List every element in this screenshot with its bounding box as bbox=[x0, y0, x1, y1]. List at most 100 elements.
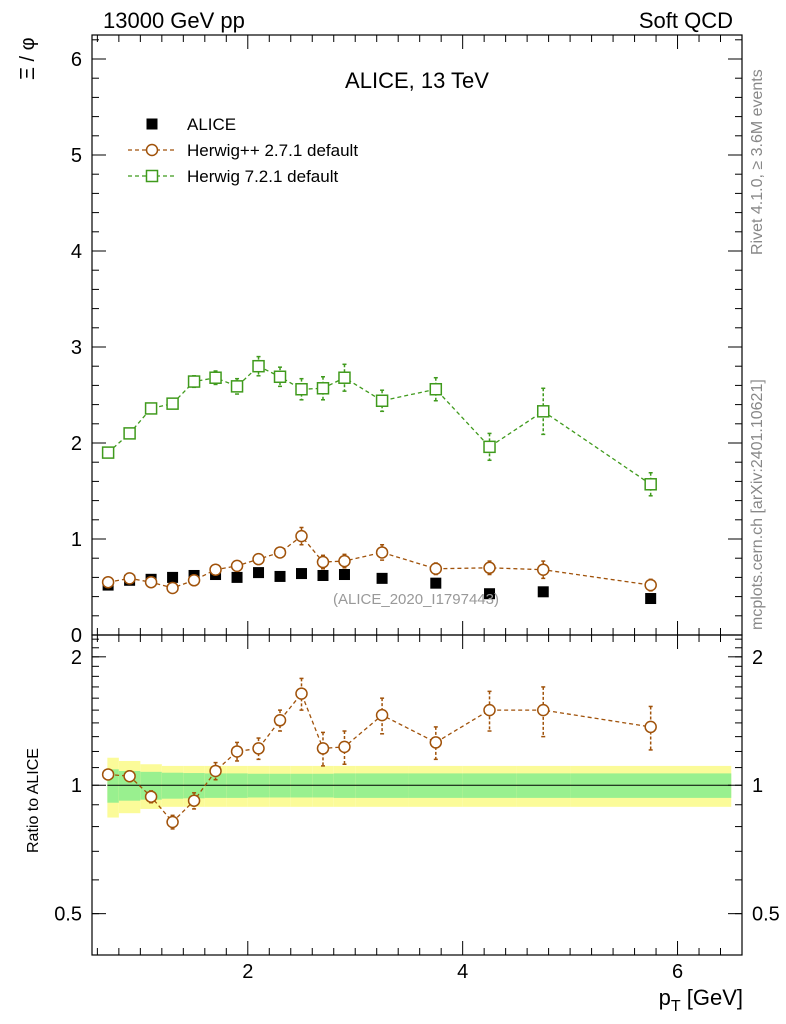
main-y-axis-label: Ξ / φ bbox=[17, 37, 39, 80]
main-alice-point bbox=[430, 577, 442, 589]
ratio-herwig-2-7-1-default-point bbox=[273, 714, 287, 727]
main-herwig-7-2-1-default-point bbox=[295, 382, 308, 396]
ratio-herwig-2-7-1-default-line bbox=[108, 692, 651, 823]
ratio-stat-band bbox=[140, 771, 162, 800]
main-y-tick-label: 4 bbox=[71, 241, 82, 263]
main-alice-point bbox=[645, 593, 657, 605]
main-alice-point bbox=[317, 569, 329, 581]
ratio-uncertainty-bands bbox=[107, 757, 732, 818]
ratio-series-layer bbox=[101, 677, 657, 830]
ratio-y-tick-label-right: 0.5 bbox=[752, 904, 780, 926]
main-herwig-2-7-1-default-point bbox=[187, 574, 201, 587]
main-herwig-2-7-1-default-point bbox=[536, 563, 550, 576]
main-alice-point bbox=[253, 567, 265, 579]
ratio-x-tick-label: 4 bbox=[457, 961, 468, 983]
main-y-tick-label: 0 bbox=[71, 625, 82, 647]
ratio-herwig-2-7-1-default-point bbox=[101, 768, 115, 781]
ratio-y-tick-label: 1 bbox=[71, 775, 82, 797]
main-herwig-2-7-1-default-point bbox=[101, 575, 115, 589]
main-series-layer bbox=[101, 355, 657, 605]
header-category-label: Soft QCD bbox=[639, 8, 733, 33]
ratio-herwig-2-7-1-default-point bbox=[144, 790, 158, 803]
main-herwig-2-7-1-default-point bbox=[429, 562, 443, 576]
main-herwig-7-2-1-default-point bbox=[101, 446, 115, 459]
ratio-herwig-2-7-1-default-point bbox=[187, 794, 201, 807]
ratio-frame bbox=[91, 634, 743, 956]
analysis-watermark: (ALICE_2020_I1797443) bbox=[333, 591, 499, 608]
main-herwig-7-2-1-default-point bbox=[209, 371, 222, 384]
ratio-axes: 0.5 0.5 1 1 2 2 2 4 6 bbox=[54, 634, 780, 983]
ratio-herwig-2-7-1-default-point bbox=[536, 703, 550, 717]
ratio-plot-panel: 0.5 0.5 1 1 2 2 2 4 6 Ratio to ALICE bbox=[25, 634, 780, 983]
x-axis-label-unit: [GeV] bbox=[681, 985, 743, 1010]
x-axis-label-sub: T bbox=[671, 998, 681, 1015]
main-herwig-2-7-1-default-point bbox=[123, 572, 136, 585]
main-herwig-2-7-1-default-point bbox=[295, 529, 308, 543]
legend-herwig-2-7-1-default-label: Herwig++ 2.7.1 default bbox=[187, 141, 358, 160]
main-y-tick-label: 6 bbox=[71, 49, 82, 71]
ratio-herwig-2-7-1-default-point bbox=[644, 720, 657, 734]
main-herwig-2-7-1-default-point bbox=[252, 552, 265, 566]
ratio-x-tick-label: 6 bbox=[672, 961, 683, 983]
main-alice-point bbox=[274, 570, 286, 582]
ratio-herwig-2-7-1-default-point bbox=[483, 703, 496, 717]
main-alice-point bbox=[167, 571, 179, 583]
header-energy-label: 13000 GeV pp bbox=[103, 8, 245, 33]
main-herwig-7-2-1-default-point bbox=[123, 427, 136, 440]
legend-alice-marker bbox=[146, 118, 158, 130]
ratio-herwig-2-7-1-default-point bbox=[338, 740, 351, 754]
main-herwig-2-7-1-default-point bbox=[144, 575, 158, 589]
main-y-tick-label: 3 bbox=[71, 337, 82, 359]
main-herwig-7-2-1-default-point bbox=[375, 394, 389, 408]
ratio-herwig-2-7-1-default-point bbox=[375, 708, 389, 722]
ratio-y-tick-label: 2 bbox=[71, 647, 82, 669]
plot-title: ALICE, 13 TeV bbox=[345, 68, 489, 93]
main-y-tick-label: 2 bbox=[71, 433, 82, 455]
legend-herwig-7-2-1-default-marker bbox=[145, 169, 159, 183]
legend-alice-label: ALICE bbox=[187, 115, 236, 134]
ratio-x-tick-label: 2 bbox=[242, 961, 253, 983]
ratio-herwig-2-7-1-default-point bbox=[316, 742, 330, 755]
main-herwig-7-2-1-default-point bbox=[483, 440, 496, 454]
main-axes: 0 1 2 3 4 5 6 bbox=[71, 34, 743, 647]
rivet-version-label: Rivet 4.1.0, ≥ 3.6M events bbox=[749, 69, 766, 255]
main-herwig-7-2-1-default-point bbox=[316, 382, 330, 395]
ratio-stat-band bbox=[107, 769, 119, 803]
main-herwig-2-7-1-default-line bbox=[108, 535, 651, 589]
main-herwig-2-7-1-default-point bbox=[338, 554, 351, 568]
ratio-herwig-2-7-1-default-point bbox=[230, 745, 244, 758]
main-alice-point bbox=[338, 569, 350, 581]
main-herwig-7-2-1-default-point bbox=[187, 375, 201, 388]
main-herwig-7-2-1-default-point bbox=[144, 402, 158, 415]
main-y-tick-label: 5 bbox=[71, 145, 82, 167]
x-axis-label-p: p bbox=[659, 985, 671, 1010]
ratio-y-tick-label-right: 2 bbox=[752, 647, 763, 669]
main-herwig-7-2-1-default-point bbox=[166, 397, 179, 410]
main-alice-point bbox=[484, 588, 496, 600]
main-herwig-2-7-1-default-point bbox=[375, 546, 389, 559]
main-herwig-2-7-1-default-point bbox=[483, 561, 496, 575]
main-alice-point bbox=[231, 571, 243, 583]
ratio-herwig-2-7-1-default-point bbox=[209, 764, 222, 778]
main-herwig-2-7-1-default-point bbox=[230, 559, 244, 573]
ratio-y-tick-label-right: 1 bbox=[752, 775, 763, 797]
main-herwig-7-2-1-default-point bbox=[230, 380, 244, 393]
main-herwig-7-2-1-default-point bbox=[273, 370, 287, 384]
ratio-herwig-2-7-1-default-point bbox=[166, 815, 179, 829]
x-axis-label: pT [GeV] bbox=[659, 985, 743, 1015]
main-herwig-7-2-1-default-point bbox=[429, 382, 443, 396]
main-herwig-2-7-1-default-point bbox=[166, 581, 179, 595]
ratio-herwig-2-7-1-default-point bbox=[429, 736, 443, 749]
ratio-herwig-2-7-1-default-point bbox=[295, 687, 308, 700]
main-alice-point bbox=[376, 572, 388, 584]
main-herwig-2-7-1-default-point bbox=[273, 546, 287, 559]
main-alice-point bbox=[537, 586, 549, 598]
mcplots-label: mcplots.cern.ch [arXiv:2401.10621] bbox=[749, 379, 766, 630]
main-herwig-7-2-1-default-point bbox=[252, 359, 265, 373]
ratio-herwig-2-7-1-default-point bbox=[252, 742, 265, 755]
legend: ALICE Herwig++ 2.7.1 default Herwig 7.2.1 … bbox=[128, 115, 358, 186]
main-herwig-7-2-1-default-point bbox=[644, 478, 657, 491]
main-alice-point bbox=[296, 568, 308, 580]
legend-herwig-2-7-1-default-marker bbox=[145, 143, 159, 157]
